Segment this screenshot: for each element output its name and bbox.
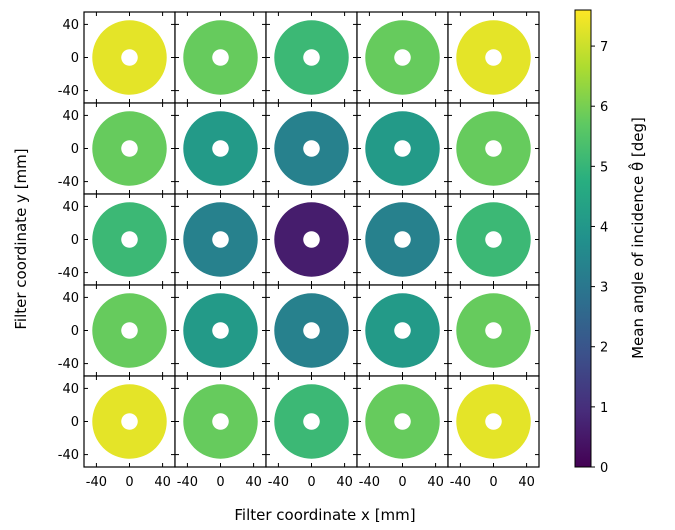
colorbar-tick-label: 0 [600, 461, 608, 476]
x-tick-label: 40 [518, 475, 535, 490]
annulus [183, 111, 258, 186]
y-tick-label: 40 [62, 109, 79, 124]
panel-frame [447, 375, 540, 468]
x-tick-label: 0 [125, 475, 133, 490]
y-tick-label: -40 [58, 175, 79, 190]
y-tick-label: 0 [71, 324, 79, 339]
colorbar-tick-label: 1 [600, 401, 608, 416]
annulus [456, 384, 531, 459]
panel-3-4 [447, 284, 540, 377]
panel-2-2 [265, 193, 358, 286]
annulus [183, 384, 258, 459]
panel-1-2 [265, 102, 358, 195]
colorbar-gradient [574, 9, 592, 468]
annulus [92, 20, 167, 95]
panel-2-3 [356, 193, 449, 286]
x-tick-label: -40 [450, 475, 471, 490]
annulus [92, 202, 167, 277]
panel-3-2 [265, 284, 358, 377]
panel-2-1 [174, 193, 267, 286]
y-tick-label: 40 [62, 18, 79, 33]
annulus [274, 20, 349, 95]
y-tick-label: -40 [58, 357, 79, 372]
annulus [456, 20, 531, 95]
annulus [365, 293, 440, 368]
colorbar-tick-label: 3 [600, 281, 608, 296]
annulus [365, 202, 440, 277]
panel-0-3 [356, 11, 449, 104]
annulus [92, 111, 167, 186]
panel-0-4 [447, 11, 540, 104]
annulus [183, 293, 258, 368]
panel-0-2 [265, 11, 358, 104]
x-tick-label: 0 [489, 475, 497, 490]
panel-2-4 [447, 193, 540, 286]
colorbar-ticks: 0 1 2 3 4 5 6 7 [591, 40, 608, 476]
annulus [365, 384, 440, 459]
annulus [92, 293, 167, 368]
y-tick-labels: 40 0 -40 40 0 -40 40 0 -40 40 0 -40 40 0 -40 [58, 18, 79, 463]
x-tick-label: 40 [427, 475, 444, 490]
annulus [274, 111, 349, 186]
panel-grid [83, 11, 540, 468]
annulus [183, 20, 258, 95]
panel-1-1 [174, 102, 267, 195]
x-tick-label: 40 [336, 475, 353, 490]
panel-4-2 [265, 375, 358, 468]
annulus [365, 20, 440, 95]
x-tick-label: -40 [86, 475, 107, 490]
x-tick-label: 0 [398, 475, 406, 490]
x-tick-labels: -40 0 40 -40 0 40 -40 0 40 -40 0 40 -40 0 40 [86, 475, 535, 490]
y-tick-label: 0 [71, 415, 79, 430]
panel-0-0 [83, 11, 176, 104]
panel-1-3 [356, 102, 449, 195]
panel-3-0 [83, 284, 176, 377]
colorbar-tick-label: 2 [600, 341, 608, 356]
x-tick-label: -40 [359, 475, 380, 490]
x-tick-label: 0 [216, 475, 224, 490]
panel-3-3 [356, 284, 449, 377]
colorbar-tick-label: 6 [600, 100, 608, 115]
x-tick-label: -40 [268, 475, 289, 490]
annulus [274, 293, 349, 368]
y-tick-label: 0 [71, 51, 79, 66]
annulus [274, 202, 349, 277]
annulus [456, 293, 531, 368]
colorbar-tick-label: 4 [600, 220, 608, 235]
y-tick-label: -40 [58, 448, 79, 463]
x-tick-label: 0 [307, 475, 315, 490]
panel-0-1 [174, 11, 267, 104]
panel-4-1 [174, 375, 267, 468]
colorbar: 0 1 2 3 4 5 6 7 Mean angle of incidence θ̂ [deg… [574, 9, 647, 476]
annulus [274, 384, 349, 459]
annulus [456, 202, 531, 277]
y-axis-label: Filter coordinate y [mm] [12, 148, 30, 329]
panel-2-0 [83, 193, 176, 286]
annulus [365, 111, 440, 186]
colorbar-label: Mean angle of incidence θ̂ [deg] [627, 117, 647, 359]
annulus [92, 384, 167, 459]
annulus [456, 111, 531, 186]
annulus [183, 202, 258, 277]
panel-1-4 [447, 102, 540, 195]
x-axis-label: Filter coordinate x [mm] [234, 506, 415, 524]
y-tick-label: 0 [71, 233, 79, 248]
panel-3-1 [174, 284, 267, 377]
panel-4-0 [83, 375, 176, 468]
colorbar-tick-label: 5 [600, 160, 608, 175]
y-tick-label: 0 [71, 142, 79, 157]
x-tick-label: 40 [245, 475, 262, 490]
panel-1-0 [83, 102, 176, 195]
x-tick-label: -40 [177, 475, 198, 490]
colorbar-tick-label: 7 [600, 40, 608, 55]
panel-4-4 [447, 375, 540, 468]
panel-4-3 [356, 375, 449, 468]
x-tick-label: 40 [154, 475, 171, 490]
y-tick-label: 40 [62, 382, 79, 397]
y-tick-label: 40 [62, 291, 79, 306]
y-tick-label: -40 [58, 84, 79, 99]
y-tick-label: -40 [58, 266, 79, 281]
y-tick-label: 40 [62, 200, 79, 215]
